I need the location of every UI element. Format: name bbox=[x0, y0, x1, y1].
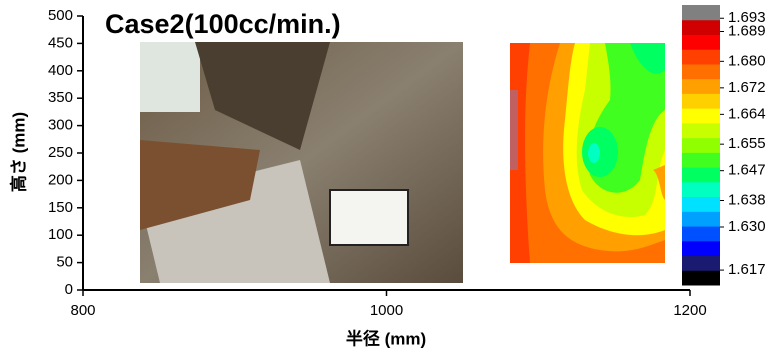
x-tick-label: 1200 bbox=[673, 302, 706, 319]
colorbar-tick-label: 1.630 bbox=[728, 218, 766, 235]
colorbar-tick-label: 1.680 bbox=[728, 52, 766, 69]
colorbar-band bbox=[682, 122, 720, 139]
y-tick-label: 250 bbox=[48, 144, 73, 161]
photo bbox=[140, 42, 463, 283]
colorbar-band bbox=[682, 255, 720, 271]
y-tick-label: 400 bbox=[48, 62, 73, 79]
colorbar-band bbox=[682, 211, 720, 227]
y-tick-label: 100 bbox=[48, 226, 73, 243]
y-tick-label: 150 bbox=[48, 199, 73, 216]
y-tick-label: 500 bbox=[48, 7, 73, 24]
colorbar-band bbox=[682, 93, 720, 109]
y-tick-label: 450 bbox=[48, 34, 73, 51]
colorbar-band bbox=[682, 240, 720, 257]
y-tick-label: 50 bbox=[56, 254, 73, 271]
colorbar-band bbox=[682, 5, 720, 21]
colorbar-tick-label: 1.672 bbox=[728, 79, 766, 96]
colorbar-band bbox=[682, 226, 720, 242]
colorbar-tick-label: 1.647 bbox=[728, 162, 766, 179]
colorbar-tick-label: 1.655 bbox=[728, 135, 766, 152]
y-tick-label: 0 bbox=[65, 281, 73, 298]
y-axis-label: 高さ (mm) bbox=[8, 112, 28, 192]
colorbar-band bbox=[682, 34, 720, 50]
colorbar-tick-label: 1.693 bbox=[728, 9, 766, 26]
colorbar-band bbox=[682, 137, 720, 153]
colorbar-tick-label: 1.689 bbox=[728, 22, 766, 39]
colorbar-band bbox=[682, 270, 720, 286]
x-axis-label: 半径 (mm) bbox=[346, 328, 426, 348]
contour-map bbox=[510, 43, 665, 263]
colorbar-band bbox=[682, 108, 720, 124]
y-tick-label: 300 bbox=[48, 117, 73, 134]
x-tick-label: 1000 bbox=[370, 302, 403, 319]
colorbar-band bbox=[682, 152, 720, 168]
colorbar-band bbox=[682, 181, 720, 198]
colorbar-tick-label: 1.664 bbox=[728, 105, 766, 122]
colorbar-tick-label: 1.617 bbox=[728, 261, 766, 278]
y-tick-label: 350 bbox=[48, 89, 73, 106]
colorbar-band bbox=[682, 49, 720, 65]
colorbar-tick-label: 1.638 bbox=[728, 191, 766, 208]
colorbar-band bbox=[682, 19, 720, 35]
y-tick-label: 200 bbox=[48, 171, 73, 188]
chart-title: Case2(100cc/min.) bbox=[105, 9, 341, 39]
colorbar-band bbox=[682, 167, 720, 183]
colorbar-band bbox=[682, 63, 720, 80]
colorbar-band bbox=[682, 196, 720, 212]
colorbar-band bbox=[682, 78, 720, 94]
x-tick-label: 800 bbox=[70, 302, 95, 319]
